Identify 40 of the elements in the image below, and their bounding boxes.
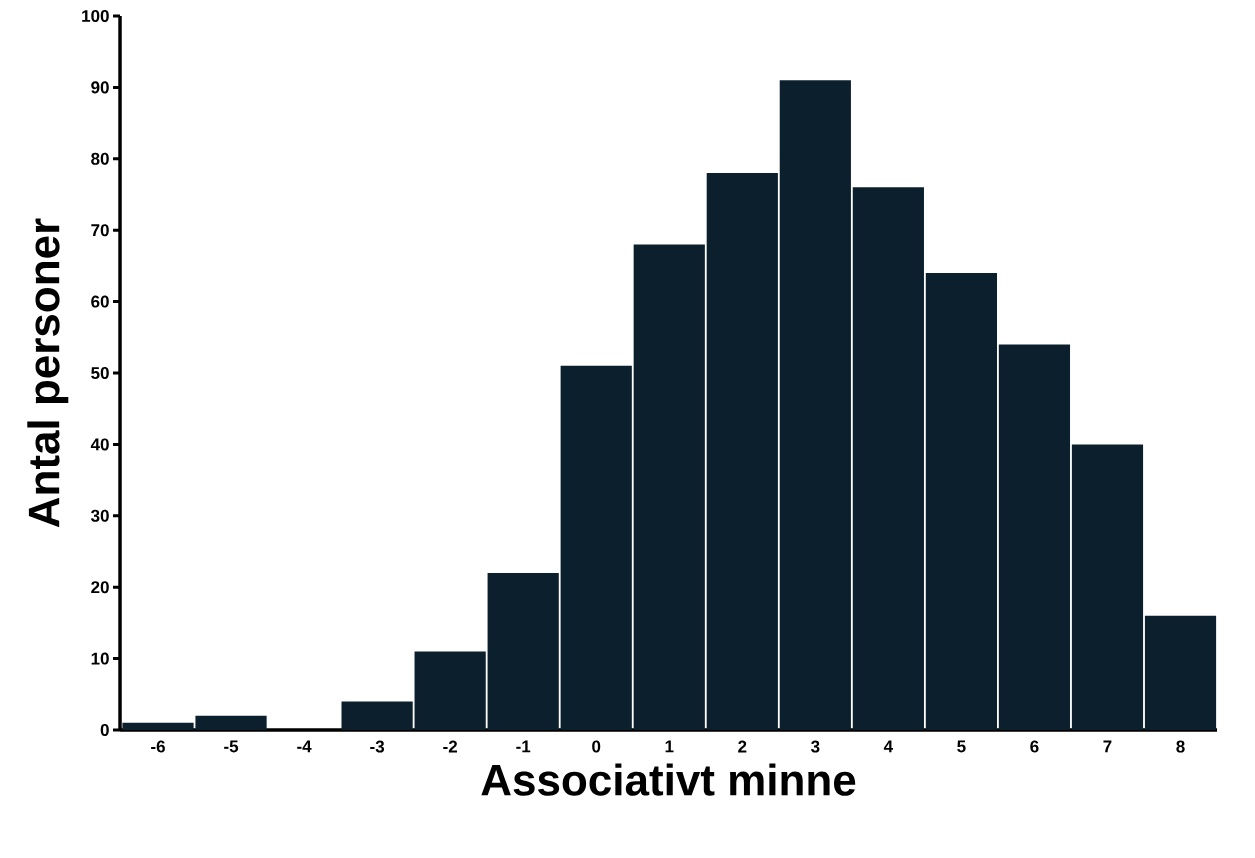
x-tick-label: 1 <box>665 740 674 753</box>
bar <box>341 701 413 730</box>
y-tick-label: 30 <box>90 509 109 522</box>
y-tick-label: 60 <box>91 295 109 308</box>
x-tick-label: -2 <box>443 740 458 753</box>
y-tick-label: 90 <box>91 81 109 94</box>
x-tick-label: -5 <box>224 740 239 753</box>
x-tick-label: 7 <box>1103 740 1112 753</box>
y-tick-label: 10 <box>91 652 109 665</box>
x-tick-label: 0 <box>592 740 601 753</box>
y-axis-title: Antal personer <box>27 218 69 528</box>
x-tick-label: -3 <box>370 740 385 753</box>
bar <box>1144 615 1217 730</box>
bar <box>706 173 778 730</box>
bar <box>633 244 705 730</box>
bar <box>925 273 997 730</box>
y-tick-label: 50 <box>91 366 109 380</box>
bar <box>487 572 559 730</box>
bar <box>560 365 632 730</box>
bar <box>779 80 851 730</box>
bar <box>414 651 486 730</box>
x-tick-label: 2 <box>738 740 747 753</box>
y-tick-label: 70 <box>91 224 109 237</box>
bar <box>852 187 924 730</box>
bar <box>1071 444 1144 730</box>
y-tick-label: 100 <box>82 9 109 23</box>
x-tick-label: -4 <box>297 740 312 753</box>
x-axis-title: Associativt minne <box>481 763 856 796</box>
y-tick-label: 40 <box>90 438 109 451</box>
x-tick-label: 4 <box>883 740 893 753</box>
bar <box>998 344 1071 730</box>
y-tick-label: 20 <box>91 581 109 594</box>
y-tick-label: 80 <box>91 152 109 165</box>
x-tick-label: 6 <box>1030 740 1039 753</box>
y-tick-label: 0 <box>100 723 109 737</box>
x-tick-label: -1 <box>516 740 531 753</box>
x-tick-label: 3 <box>810 740 820 753</box>
x-tick-label: -6 <box>151 740 165 753</box>
x-tick-label: 8 <box>1176 740 1185 753</box>
x-tick-label: 5 <box>957 740 966 753</box>
